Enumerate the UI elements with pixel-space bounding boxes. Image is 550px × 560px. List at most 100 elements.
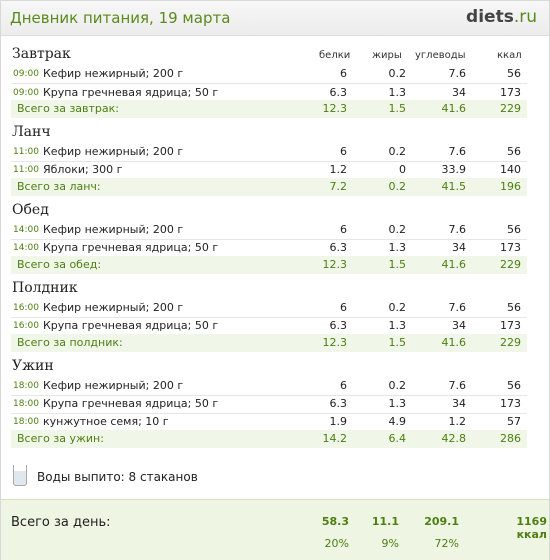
- food-kcal: 56: [507, 223, 521, 236]
- meal-title: Ужин: [12, 358, 54, 374]
- food-carbs: 7.6: [448, 67, 467, 80]
- meal-total-label: Всего за полдник:: [17, 336, 123, 349]
- food-row[interactable]: 09:00 Кефир нежирный; 200 г 6 0.2 7.6 56: [11, 65, 527, 84]
- food-protein: 6.3: [329, 397, 348, 410]
- food-fat: 1.3: [388, 319, 407, 332]
- food-carbs: 34: [452, 241, 466, 254]
- food-name: Кефир нежирный; 200 г: [43, 379, 184, 392]
- day-total-label: Всего за день:: [11, 515, 111, 530]
- day-kcal: 1169 ккал: [516, 515, 547, 541]
- food-kcal: 56: [507, 301, 521, 314]
- logo-main: diets: [466, 7, 514, 27]
- food-name: Крупа гречневая ядрица; 50 г: [43, 397, 219, 410]
- column-header-protein: белки: [319, 50, 351, 61]
- meal-total-row: Всего за завтрак: 12.3 1.5 41.6 229: [11, 100, 527, 118]
- day-protein: 58.3: [321, 515, 349, 528]
- total-kcal: 196: [500, 180, 521, 193]
- food-kcal: 173: [500, 86, 521, 99]
- total-fat: 0.2: [388, 180, 407, 193]
- food-fat: 0: [399, 163, 406, 176]
- food-protein: 6: [340, 301, 347, 314]
- food-protein: 1.2: [329, 163, 348, 176]
- food-row[interactable]: 11:00 Кефир нежирный; 200 г 6 0.2 7.6 56: [11, 143, 527, 162]
- page-title: Дневник питания, 19 марта: [10, 9, 231, 27]
- food-name: Крупа гречневая ядрица; 50 г: [43, 319, 219, 332]
- food-kcal: 56: [507, 145, 521, 158]
- day-total-bar: [1, 499, 549, 560]
- total-carbs: 41.5: [441, 180, 467, 193]
- total-protein: 12.3: [322, 102, 348, 115]
- water-text: Воды выпито: 8 стаканов: [37, 470, 198, 484]
- food-kcal: 173: [500, 241, 521, 254]
- food-carbs: 34: [452, 86, 466, 99]
- day-carbs: 209.1: [424, 515, 459, 528]
- total-kcal: 229: [500, 102, 521, 115]
- food-name: Яблоки; 300 г: [43, 163, 123, 176]
- meal-total-label: Всего за ланч:: [17, 180, 101, 193]
- food-row[interactable]: 16:00 Кефир нежирный; 200 г 6 0.2 7.6 56: [11, 299, 527, 318]
- food-protein: 6.3: [329, 319, 348, 332]
- food-row[interactable]: 18:00 Кефир нежирный; 200 г 6 0.2 7.6 56: [11, 377, 527, 396]
- food-name: Крупа гречневая ядрица; 50 г: [43, 241, 219, 254]
- food-kcal: 173: [500, 319, 521, 332]
- total-protein: 12.3: [322, 336, 348, 349]
- food-kcal: 56: [507, 67, 521, 80]
- total-kcal: 229: [500, 336, 521, 349]
- food-protein: 6.3: [329, 86, 348, 99]
- header: Дневник питания, 19 марта diets.ru: [1, 1, 549, 36]
- food-carbs: 33.9: [441, 163, 467, 176]
- meal-total-label: Всего за ужин:: [17, 432, 104, 445]
- food-carbs: 1.2: [448, 415, 467, 428]
- total-carbs: 41.6: [441, 336, 467, 349]
- glass-icon: [13, 465, 27, 486]
- food-protein: 6.3: [329, 241, 348, 254]
- site-logo[interactable]: diets.ru: [466, 7, 537, 27]
- total-kcal: 286: [500, 432, 521, 445]
- food-time: 09:00: [13, 69, 39, 79]
- food-time: 16:00: [13, 303, 39, 313]
- total-protein: 12.3: [322, 258, 348, 271]
- food-fat: 0.2: [388, 67, 407, 80]
- food-protein: 1.9: [329, 415, 348, 428]
- food-row[interactable]: 14:00 Кефир нежирный; 200 г 6 0.2 7.6 56: [11, 221, 527, 240]
- food-time: 18:00: [13, 417, 39, 427]
- total-protein: 7.2: [329, 180, 348, 193]
- food-time: 11:00: [13, 147, 39, 157]
- food-name: Кефир нежирный; 200 г: [43, 223, 184, 236]
- food-fat: 1.3: [388, 397, 407, 410]
- meal-title: Завтрак: [12, 46, 71, 62]
- meal-title: Обед: [12, 202, 49, 218]
- food-protein: 6: [340, 379, 347, 392]
- food-fat: 0.2: [388, 223, 407, 236]
- total-carbs: 41.6: [441, 102, 467, 115]
- food-fat: 1.3: [388, 241, 407, 254]
- meal-total-label: Всего за завтрак:: [17, 102, 120, 115]
- food-time: 14:00: [13, 243, 39, 253]
- column-header-fat: жиры: [372, 50, 402, 61]
- total-fat: 6.4: [388, 432, 407, 445]
- food-carbs: 7.6: [448, 145, 467, 158]
- total-protein: 14.2: [322, 432, 348, 445]
- food-kcal: 140: [500, 163, 521, 176]
- day-fat: 11.1: [371, 515, 399, 528]
- food-name: Крупа гречневая ядрица; 50 г: [43, 86, 219, 99]
- food-time: 14:00: [13, 225, 39, 235]
- food-carbs: 34: [452, 397, 466, 410]
- meal-total-row: Всего за полдник: 12.3 1.5 41.6 229: [11, 334, 527, 352]
- food-fat: 0.2: [388, 145, 407, 158]
- food-protein: 6: [340, 145, 347, 158]
- food-time: 16:00: [13, 321, 39, 331]
- meal-title: Полдник: [12, 280, 78, 296]
- food-name: Кефир нежирный; 200 г: [43, 301, 184, 314]
- food-row[interactable]: 18:00 Крупа гречневая ядрица; 50 г 6.3 1…: [11, 395, 527, 414]
- food-row[interactable]: 16:00 Крупа гречневая ядрица; 50 г 6.3 1…: [11, 317, 527, 336]
- column-header-kcal: ккал: [497, 50, 522, 61]
- total-fat: 1.5: [388, 258, 407, 271]
- total-kcal: 229: [500, 258, 521, 271]
- food-fat: 0.2: [388, 301, 407, 314]
- day-fat-pct: 9%: [381, 537, 399, 550]
- food-carbs: 34: [452, 319, 466, 332]
- column-header-carbs: углеводы: [415, 50, 466, 61]
- food-kcal: 173: [500, 397, 521, 410]
- meal-total-row: Всего за ужин: 14.2 6.4 42.8 286: [11, 430, 527, 448]
